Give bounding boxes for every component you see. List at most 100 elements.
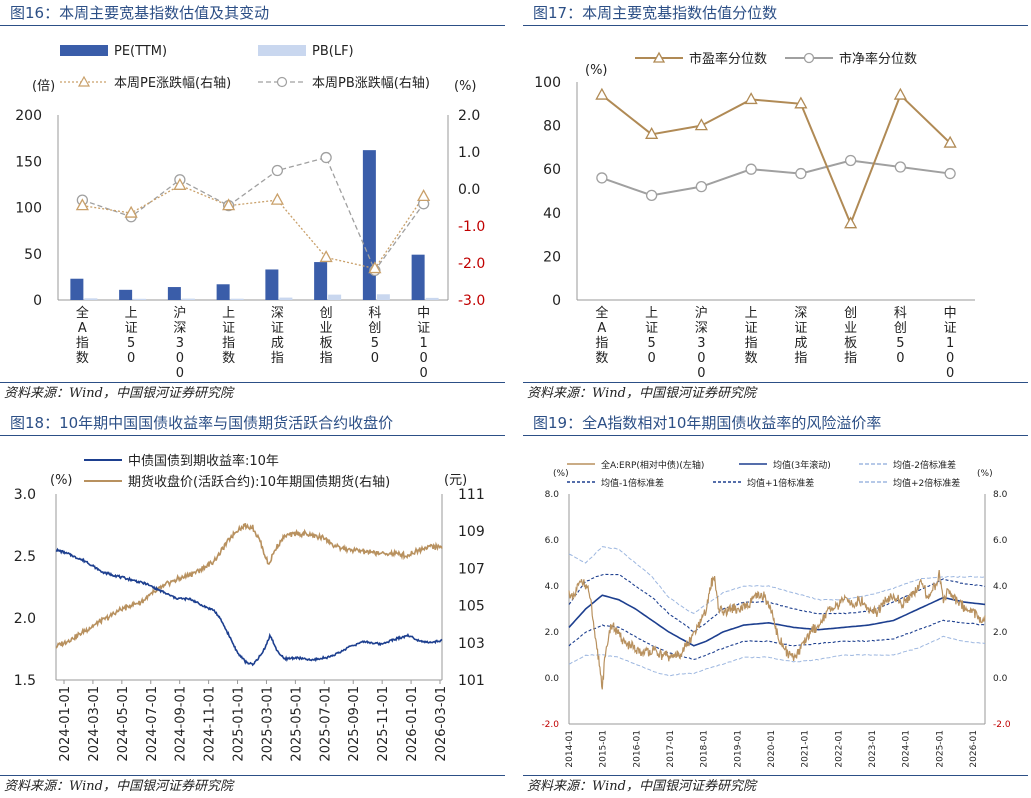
x-tick-label: 中证1000 [417, 306, 430, 380]
x-tick-label: 深证成指 [271, 306, 284, 366]
x-tick-label: 2021-01 [801, 730, 811, 768]
left-axis-unit: (%) [553, 469, 569, 479]
legend-pb-label: PB(LF) [312, 44, 354, 59]
fig19-chart: 全A:ERP(相对中债)(左轴) 均值(3年滚动) 均值-2倍标准差均值-1倍标准差… [541, 459, 1011, 768]
x-tick-label: 2026-01-01 [405, 686, 420, 762]
bar-pe [265, 269, 279, 300]
bar-pe [167, 287, 181, 300]
panel-fig19: 图19：全A指数相对10年期国债收益率的风险溢价率 全A:ERP(相对中债)(左… [523, 410, 1028, 797]
series-line [568, 594, 986, 647]
bar-pb [425, 297, 439, 300]
x-tick-label: 科创 5 0 [368, 306, 381, 366]
x-tick-label: 2022-01 [834, 730, 844, 768]
fig18-title: 图18：10年期中国国债收益率与国债期货活跃合约收盘价 [0, 410, 505, 436]
y2-tick-label: 4.0 [993, 582, 1008, 592]
y2-tick-label: 111 [458, 487, 485, 503]
x-tick-label: 全 A 指数 [76, 305, 89, 366]
y2-tick-label: 1.0 [458, 145, 480, 161]
point-pe-change [417, 189, 431, 202]
bar-pb [230, 298, 244, 300]
legend-pe-change-marker [77, 75, 91, 87]
fig17-source: 资料来源：Wind，中国银河证券研究院 [523, 382, 1028, 404]
line-futures [55, 523, 443, 649]
bar-pe [119, 289, 133, 300]
y-tick-label: -2.0 [541, 720, 559, 730]
legend-pe-pct-marker [652, 51, 666, 63]
point-pe-pct [943, 135, 957, 148]
point-pb-pct [745, 163, 757, 175]
x-tick-label: 2025-01 [935, 730, 945, 768]
bar-pb [279, 297, 293, 300]
point-pb-pct [695, 180, 708, 193]
line-pb-pct [601, 159, 951, 197]
line-pe-change [82, 184, 425, 270]
y2-tick-label: 6.0 [993, 536, 1008, 546]
y-tick-label: 2.5 [14, 549, 36, 565]
y-tick-label: 80 [543, 119, 561, 135]
point-pe-pct [595, 87, 609, 100]
point-pe-pct [694, 118, 708, 131]
legend-pb-pct-label: 市净率分位数 [839, 51, 917, 67]
x-tick-label: 2019-01 [733, 730, 743, 768]
y2-tick-label: 103 [458, 636, 485, 652]
y2-tick-label: 0.0 [993, 674, 1008, 684]
y-tick-label: 6.0 [545, 536, 560, 546]
y-tick-label: 150 [15, 154, 42, 170]
bar-pe [216, 284, 230, 300]
fig16-chart: PE(TTM) PB(LF) 本周PE涨跌幅(右轴) 本周PB涨跌幅(右轴) (倍) (%… [15, 44, 485, 380]
panel-fig18: 图18：10年期中国国债收益率与国债期货活跃合约收盘价 中债国债到期收益率:10… [0, 410, 505, 797]
legend-label: 均值+1倍标准差 [747, 477, 814, 489]
y-tick-label: 60 [543, 162, 561, 178]
series-line [568, 573, 986, 633]
x-tick-label: 2024-01 [902, 730, 912, 768]
fig17-chart: 市盈率分位数 市净率分位数 (%) 0 20 40 60 80 100 全 A 指数 上证 5 0 沪深 3 0 0… [534, 51, 975, 380]
x-tick-label: 2024-07-01 [145, 686, 160, 762]
y-tick-label: 100 [15, 201, 42, 217]
right-axis-unit: (元) [444, 473, 467, 488]
x-tick-label: 上证指数 [222, 306, 235, 366]
x-tick-label: 上证指数 [745, 306, 758, 366]
y2-tick-label: -2.0 [993, 720, 1011, 730]
y-tick-label: 1.5 [14, 673, 36, 689]
x-tick-label: 2024-03-01 [87, 686, 102, 762]
legend-pb-change-label: 本周PB涨跌幅(右轴) [312, 75, 430, 91]
x-tick-label: 2024-09-01 [174, 686, 189, 762]
x-tick-label: 2025-07-01 [318, 686, 333, 762]
x-tick-label: 深证成指 [794, 306, 807, 366]
bar-pe [362, 150, 376, 300]
point-pb-pct [596, 172, 608, 184]
bar-pb [376, 294, 390, 300]
y2-tick-label: -1.0 [458, 219, 485, 235]
x-tick-label: 2023-01 [868, 730, 878, 768]
series-line [568, 619, 986, 660]
series-line [568, 546, 986, 614]
legend-label: 均值-2倍标准差 [893, 459, 956, 471]
legend-label: 均值+2倍标准差 [893, 477, 960, 489]
point-pe-change [173, 177, 187, 190]
x-tick-label: 2024-11-01 [203, 686, 218, 762]
fig16-source: 资料来源：Wind，中国银河证券研究院 [0, 382, 505, 404]
point-pe-change [124, 205, 138, 218]
y-tick-label: 20 [543, 249, 561, 265]
fig19-source: 资料来源：Wind，中国银河证券研究院 [523, 775, 1028, 797]
x-tick-label: 2016-01 [632, 730, 642, 768]
y-tick-label: 8.0 [545, 490, 560, 500]
x-tick-label: 2018-01 [700, 730, 710, 768]
left-axis-unit: (倍) [32, 79, 55, 94]
line-pe-pct [601, 93, 951, 227]
x-tick-label: 上证 5 0 [645, 306, 658, 366]
x-tick-label: 上证 5 0 [125, 306, 138, 366]
x-tick-label: 中证1000 [944, 306, 957, 380]
point-pe-pct [744, 92, 758, 105]
y-tick-label: 50 [24, 247, 42, 263]
left-axis-unit: (%) [50, 473, 73, 488]
x-tick-label: 2025-05-01 [289, 686, 304, 762]
right-axis-unit: (%) [977, 469, 993, 479]
panel-fig17: 图17：本周主要宽基指数估值分位数 市盈率分位数 市净率分位数 (%) 0 20 40 60… [523, 0, 1028, 404]
bar-pb [133, 298, 147, 300]
line-pb-change [82, 156, 425, 272]
legend-label: 均值(3年滚动) [773, 459, 831, 471]
series-line [568, 635, 986, 677]
y2-tick-label: 8.0 [993, 490, 1008, 500]
